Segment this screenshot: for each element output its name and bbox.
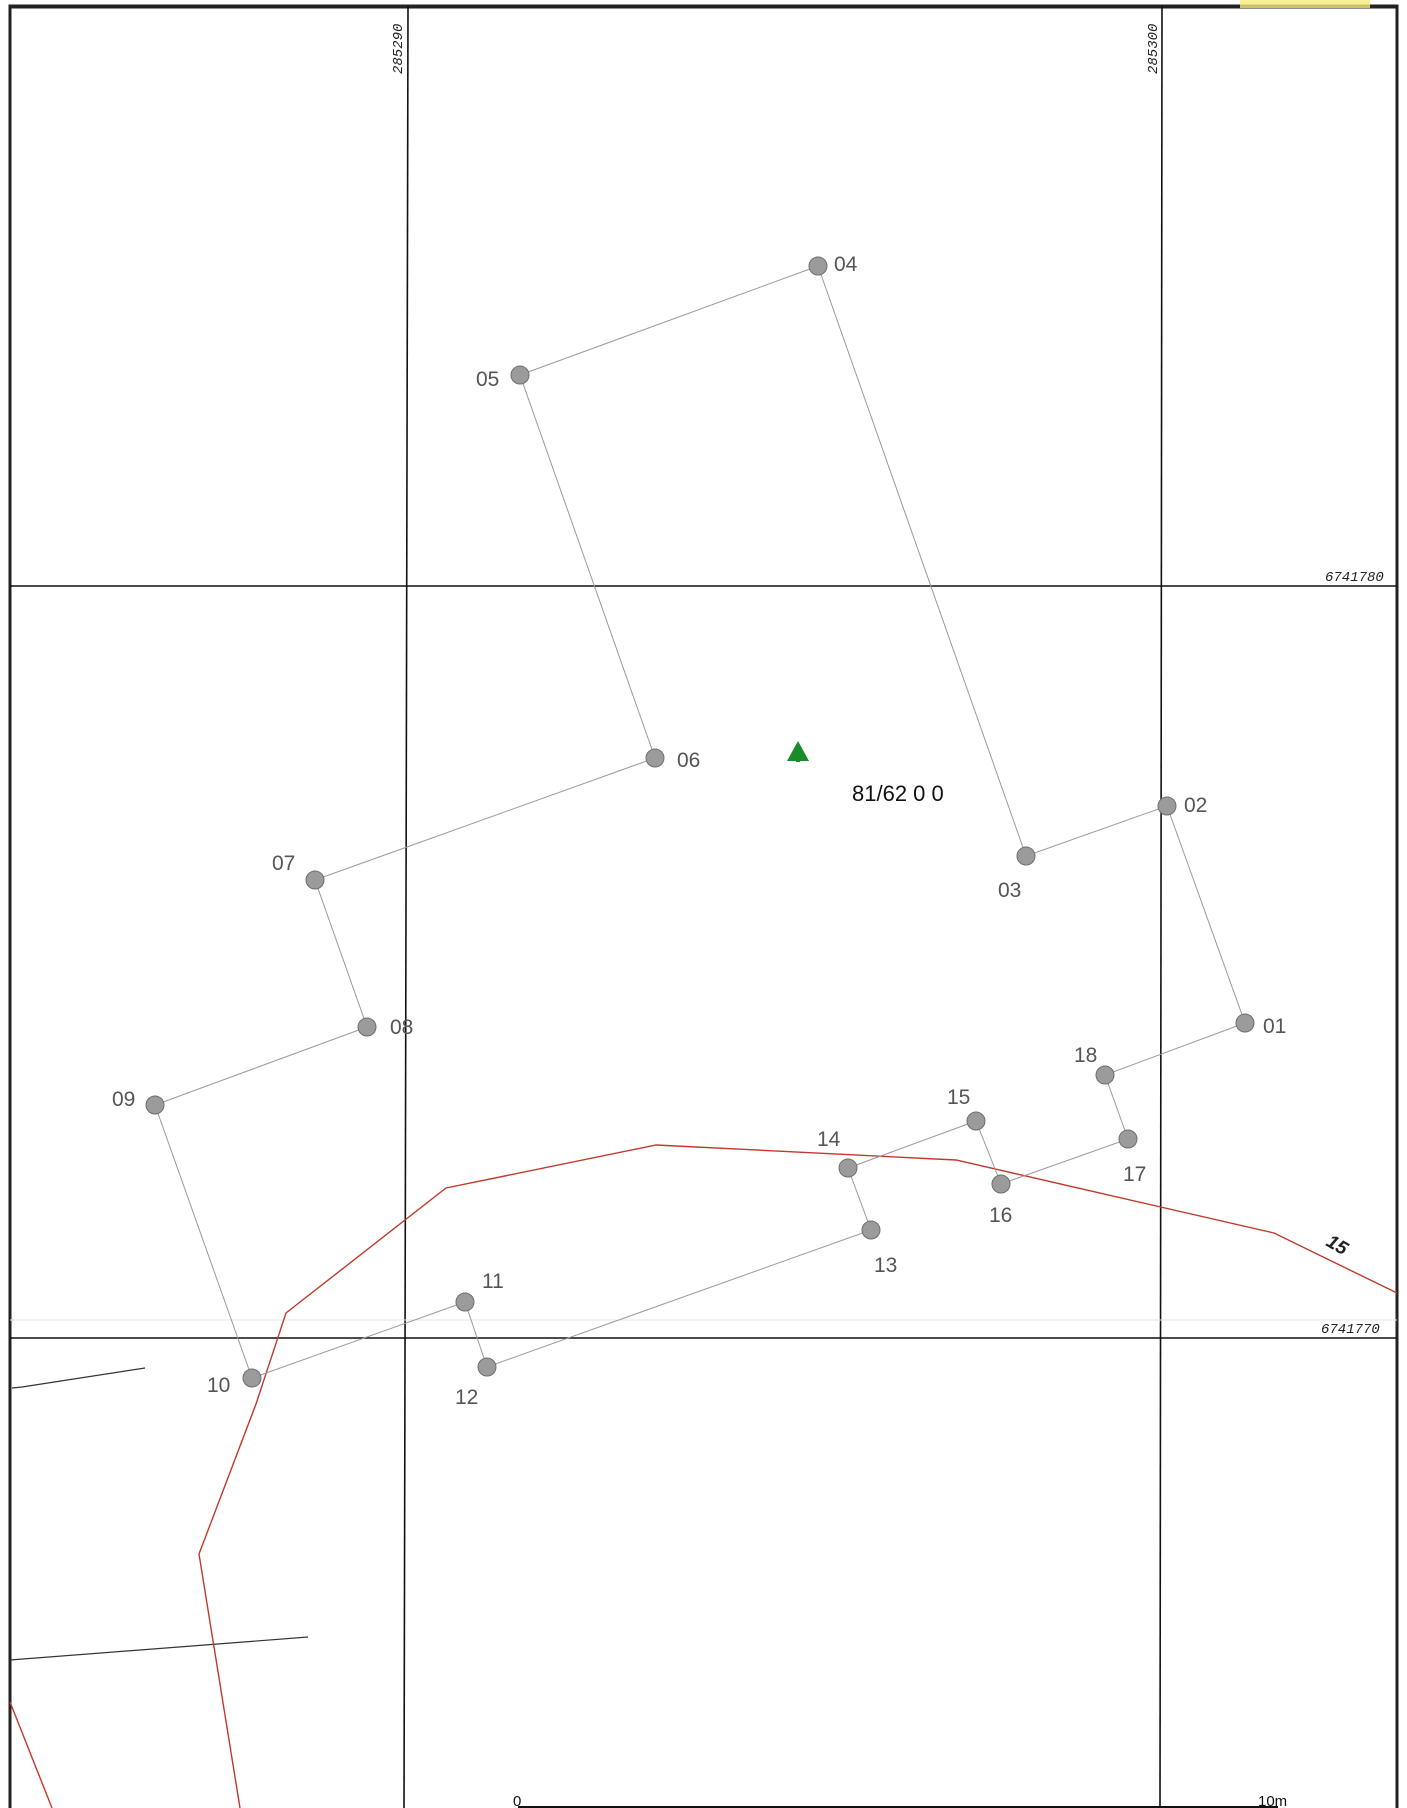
survey-point-02[interactable] [1157, 796, 1177, 816]
survey-point-label-08: 08 [390, 1016, 413, 1039]
survey-point-17[interactable] [1118, 1129, 1138, 1149]
boundary-line-02-03 [1025, 805, 1168, 857]
scale-bar-start-label: 0 [513, 1793, 521, 1808]
grid-label-northing-6741770: 6741770 [1321, 1322, 1380, 1338]
survey-point-12[interactable] [477, 1357, 497, 1377]
grid-label-easting-285300: 285300 [1146, 24, 1162, 74]
cadastral-line-lower [9, 1636, 309, 1661]
map-frame [8, 4, 1399, 1808]
survey-point-05[interactable] [510, 365, 530, 385]
survey-point-13[interactable] [861, 1220, 881, 1240]
contour-label: 15 [1323, 1231, 1352, 1260]
survey-point-label-07: 07 [272, 852, 295, 875]
survey-points: 01 02 03 04 05 06 07 08 09 10 11 12 13 14 15 16 17 18 [112, 253, 1286, 1409]
survey-point-16[interactable] [991, 1174, 1011, 1194]
survey-point-15[interactable] [966, 1111, 986, 1131]
grid-label-northing-6741780: 6741780 [1325, 570, 1384, 586]
boundary-line-16-17 [1000, 1138, 1129, 1185]
grid-line-easting-285290 [403, 5, 409, 1808]
survey-point-label-04: 04 [834, 253, 858, 276]
boundary-line-10-11 [251, 1301, 466, 1379]
scale-bar-end-label: 10m [1258, 1793, 1287, 1808]
boundary-line-03-04 [817, 265, 1027, 857]
boundary-line-09-10 [154, 1104, 253, 1379]
survey-point-label-05: 05 [476, 368, 499, 391]
survey-point-08[interactable] [357, 1017, 377, 1037]
survey-point-14[interactable] [838, 1158, 858, 1178]
survey-point-04[interactable] [808, 256, 828, 276]
boundary-line-11-12 [464, 1301, 488, 1368]
boundary-line-07-08 [314, 879, 368, 1028]
survey-point-label-11: 11 [482, 1270, 504, 1293]
survey-point-06[interactable] [645, 748, 665, 768]
survey-point-label-12: 12 [455, 1386, 478, 1409]
parcel-label: 81/62 0 0 [852, 781, 944, 806]
survey-point-01[interactable] [1235, 1013, 1255, 1033]
boundary-line-08-09 [154, 1026, 368, 1106]
contour-line-lower [9, 1701, 53, 1808]
survey-point-label-10: 10 [207, 1374, 230, 1397]
survey-point-07[interactable] [305, 870, 325, 890]
survey-point-03[interactable] [1016, 846, 1036, 866]
survey-point-label-02: 02 [1184, 794, 1207, 817]
survey-point-09[interactable] [145, 1095, 165, 1115]
survey-point-label-13: 13 [874, 1254, 897, 1277]
boundary-line-01-02 [1166, 805, 1246, 1024]
survey-point-label-16: 16 [989, 1204, 1012, 1227]
survey-point-10[interactable] [242, 1368, 262, 1388]
survey-point-label-03: 03 [998, 879, 1021, 902]
survey-point-18[interactable] [1095, 1065, 1115, 1085]
boundary-line-15-16 [975, 1120, 1002, 1185]
grid-line-easting-285300 [1159, 5, 1163, 1808]
cadastral-line-upper [11, 1367, 146, 1389]
boundary-line-06-07 [314, 757, 656, 881]
survey-point-label-17: 17 [1123, 1163, 1146, 1186]
boundary-line-17-18 [1104, 1074, 1129, 1140]
survey-point-label-15: 15 [947, 1086, 970, 1109]
survey-point-label-09: 09 [112, 1088, 135, 1111]
boundary-lines [154, 265, 1246, 1379]
survey-point-label-06: 06 [677, 749, 700, 772]
survey-point-label-14: 14 [817, 1128, 841, 1151]
survey-point-label-01: 01 [1263, 1015, 1286, 1038]
parcel-marker-tree-icon [787, 741, 809, 761]
boundary-line-04-05 [519, 265, 819, 376]
boundary-line-18-01 [1104, 1022, 1246, 1076]
contour-line-15 [198, 1144, 1398, 1808]
parcel-marker-trunk [796, 759, 800, 762]
boundary-line-14-15 [847, 1120, 977, 1169]
survey-point-11[interactable] [455, 1292, 475, 1312]
grid-label-easting-285290: 285290 [391, 24, 407, 74]
boundary-line-12-13 [486, 1229, 872, 1368]
highlight-mark [1240, 0, 1370, 8]
boundary-line-05-06 [519, 374, 656, 759]
boundary-line-13-14 [847, 1167, 872, 1231]
survey-point-label-18: 18 [1074, 1044, 1097, 1067]
